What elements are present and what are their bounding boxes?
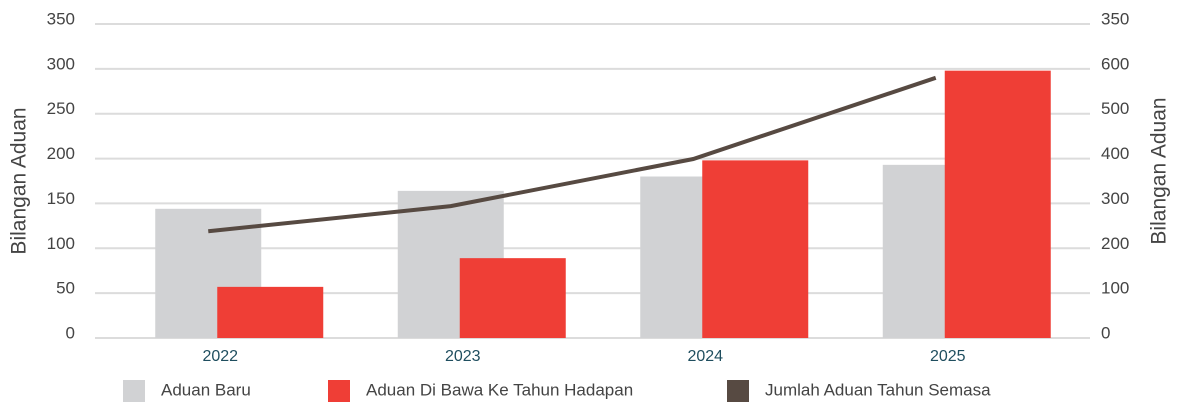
legend-swatch [727, 380, 749, 402]
legend-label: Aduan Di Bawa Ke Tahun Hadapan [366, 380, 633, 399]
y2-tick-label: 400 [1101, 144, 1129, 163]
line [208, 75, 937, 234]
legend-swatch [123, 380, 145, 402]
y2-axis-label: Bilangan Aduan [1148, 97, 1171, 244]
y2-tick-label: 300 [1101, 189, 1129, 208]
y2-tick-label: 100 [1101, 279, 1129, 298]
x-tick-label: 2022 [202, 348, 238, 365]
bar [459, 258, 566, 338]
y-tick-label: 300 [47, 54, 75, 73]
y-tick-label: 350 [47, 9, 75, 28]
legend-label: Aduan Baru [161, 380, 251, 399]
y2-tick-label: 0 [1101, 323, 1110, 342]
y2-tick-label: 600 [1101, 54, 1129, 73]
y-tick-label: 150 [47, 189, 75, 208]
y2-tick-label: 350 [1101, 9, 1129, 28]
y-tick-label: 200 [47, 144, 75, 163]
x-tick-label: 2025 [930, 348, 966, 365]
y-tick-label: 100 [47, 234, 75, 253]
x-tick-label: 2024 [687, 348, 723, 365]
x-tick-label: 2023 [445, 348, 481, 365]
y2-tick-label: 200 [1101, 234, 1129, 253]
y-tick-label: 250 [47, 99, 75, 118]
y2-tick-label: 500 [1101, 99, 1129, 118]
y-tick-label: 50 [56, 279, 75, 298]
bar [944, 70, 1051, 338]
legend-swatch [328, 380, 350, 402]
y-axis-label: Bilangan Aduan [8, 107, 31, 254]
bar [217, 286, 324, 338]
bar [702, 160, 809, 338]
legend-label: Jumlah Aduan Tahun Semasa [765, 380, 991, 399]
y-tick-label: 0 [66, 323, 75, 342]
